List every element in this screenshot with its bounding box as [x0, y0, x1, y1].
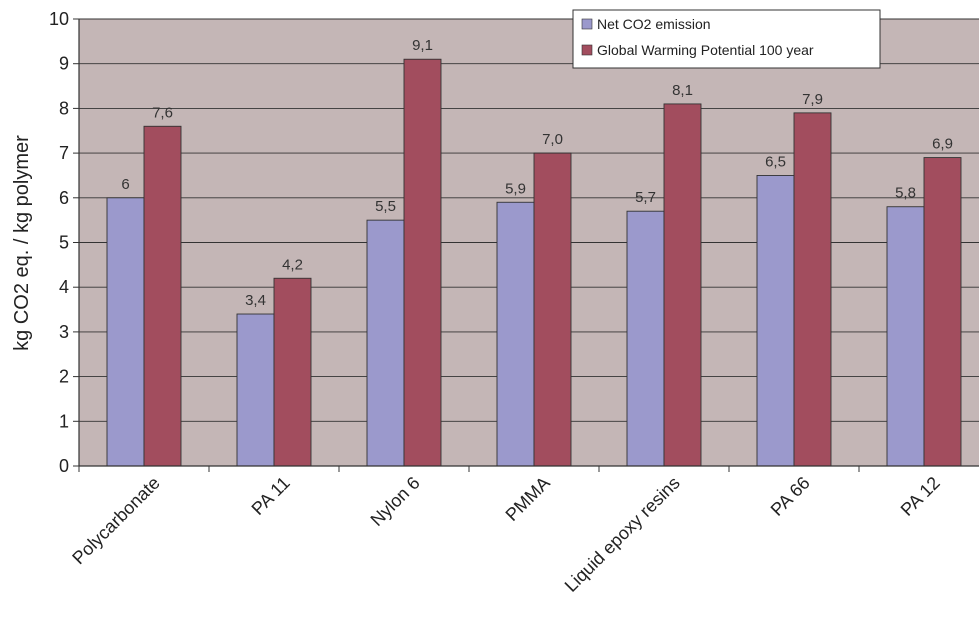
legend-box — [572, 9, 881, 69]
y-tick-label: 8 — [59, 98, 69, 118]
bar-net-co2 — [496, 201, 535, 467]
x-category-label: Nylon 6 — [367, 473, 424, 530]
legend-label-gwp-100: Global Warming Potential 100 year — [597, 42, 814, 58]
data-label: 5,9 — [505, 180, 526, 197]
y-tick-label: 6 — [59, 188, 69, 208]
legend: Net CO2 emission Global Warming Potentia… — [572, 9, 881, 69]
data-labels: 6 3,4 5,5 5,9 5,7 6,5 5,8 7,6 4,2 9,1 7,0 8,1 7,9 6,9 — [121, 37, 953, 309]
data-label: 6 — [121, 176, 129, 193]
bar-gwp-100 — [663, 103, 702, 467]
y-tick-label: 5 — [59, 233, 69, 253]
y-tick-label: 7 — [59, 143, 69, 163]
y-tick-label: 3 — [59, 322, 69, 342]
y-tick-label: 9 — [59, 54, 69, 74]
y-tick-label: 10 — [49, 9, 69, 29]
data-label: 5,8 — [895, 185, 916, 202]
bar-gwp-100 — [793, 112, 832, 467]
x-category-label: Polycarbonate — [68, 473, 164, 569]
data-label: 3,4 — [245, 292, 266, 309]
y-tick-label: 4 — [59, 277, 69, 297]
bars — [106, 58, 962, 467]
bar-net-co2 — [886, 206, 925, 467]
bar-gwp-100 — [403, 58, 442, 467]
data-label: 9,1 — [412, 37, 433, 54]
data-label: 4,2 — [282, 256, 303, 273]
x-category-label: PA 11 — [248, 473, 294, 519]
legend-label-net-co2: Net CO2 emission — [597, 16, 711, 32]
bar-net-co2 — [626, 210, 665, 467]
bar-net-co2 — [106, 197, 145, 467]
bar-net-co2 — [236, 313, 275, 467]
y-tick-label: 1 — [59, 411, 69, 431]
y-tick-label: 2 — [59, 367, 69, 387]
data-label: 7,6 — [152, 104, 173, 121]
x-axis-ticks: Polycarbonate PA 11 Nylon 6 PMMA Liquid epox… — [68, 466, 944, 596]
legend-swatch-gwp-100 — [581, 44, 593, 56]
bar-net-co2 — [756, 174, 795, 467]
data-label: 6,9 — [932, 136, 953, 153]
x-category-label: PMMA — [502, 473, 554, 525]
data-label: 7,0 — [542, 131, 563, 148]
legend-swatch-net-co2 — [581, 18, 593, 30]
data-label: 8,1 — [672, 82, 693, 99]
x-category-label: Liquid epoxy resins — [561, 473, 684, 596]
x-category-label: PA 12 — [897, 473, 944, 520]
y-tick-label: 0 — [59, 456, 69, 476]
bar-gwp-100 — [923, 157, 962, 467]
y-axis-label: kg CO2 eq. / kg polymer — [11, 135, 33, 351]
y-axis-ticks: 0 1 2 3 4 5 6 7 8 9 10 — [49, 9, 79, 476]
bar-gwp-100 — [143, 125, 182, 467]
bar-gwp-100 — [273, 277, 312, 467]
x-category-label: PA 66 — [767, 473, 814, 520]
data-label: 5,7 — [635, 189, 656, 206]
bar-gwp-100 — [533, 152, 572, 467]
data-label: 6,5 — [765, 153, 786, 170]
data-label: 7,9 — [802, 91, 823, 108]
bar-net-co2 — [366, 219, 405, 467]
data-label: 5,5 — [375, 198, 396, 215]
